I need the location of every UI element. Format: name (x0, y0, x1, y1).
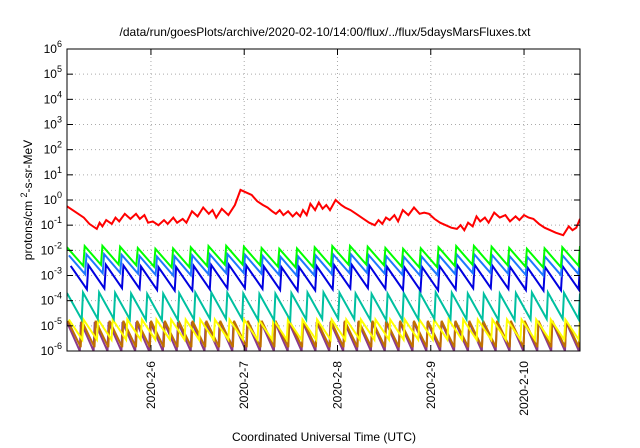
y-tick-exponent: 3 (57, 115, 62, 125)
y-tick-label: 10-3 (41, 266, 62, 283)
y-tick-base: 10 (44, 193, 58, 207)
y-tick-label: 103 (44, 115, 62, 132)
y-tick-base: 10 (41, 269, 55, 283)
y-tick-exponent: 2 (57, 140, 62, 150)
y-tick-exponent: 4 (57, 89, 62, 99)
y-tick-label: 100 (44, 190, 62, 207)
y-tick-exponent: 5 (57, 64, 62, 74)
y-tick-base: 10 (44, 168, 58, 182)
y-tick-label: 10-5 (41, 316, 62, 333)
y-tick-exponent: 0 (57, 190, 62, 200)
y-tick-exponent: -1 (54, 215, 62, 225)
y-tick-label: 10-6 (41, 341, 62, 358)
y-tick-base: 10 (41, 344, 55, 358)
x-tick-label: 2020-2-7 (237, 361, 251, 409)
x-tick-label: 2020-2-8 (330, 361, 344, 409)
y-tick-exponent: -5 (54, 316, 62, 326)
chart-title: /data/run/goesPlots/archive/2020-02-10/1… (120, 25, 532, 39)
y-tick-exponent: 1 (57, 165, 62, 175)
x-tick-label: 2020-2-9 (424, 361, 438, 409)
y-tick-exponent: -4 (54, 291, 62, 301)
series-line (68, 251, 580, 278)
y-tick-exponent: -6 (54, 341, 62, 351)
y-tick-base: 10 (44, 92, 58, 106)
y-tick-label: 105 (44, 64, 62, 81)
y-tick-exponent: 6 (57, 39, 62, 49)
y-tick-exponent: -2 (54, 240, 62, 250)
x-axis-ticks: 2020-2-6 2020-2-7 2020-2-8 2020-2-9 2020-2-1… (144, 49, 531, 416)
y-axis-ticks: 10-610-510-410-310-210-11001011021031041… (41, 39, 580, 358)
y-tick-label: 106 (44, 39, 62, 56)
y-tick-base: 10 (44, 118, 58, 132)
y-tick-base: 10 (41, 243, 55, 257)
y-tick-base: 10 (41, 294, 55, 308)
x-axis-label: Coordinated Universal Time (UTC) (232, 430, 416, 444)
series-line (69, 261, 580, 294)
y-axis-label-main: protons/cm (21, 201, 35, 260)
y-tick-base: 10 (41, 319, 55, 333)
y-tick-label: 10-1 (41, 215, 62, 232)
series-line (67, 288, 580, 324)
data-series (67, 188, 580, 351)
series-line (67, 243, 580, 270)
series-line (67, 188, 580, 237)
y-tick-base: 10 (41, 218, 55, 232)
series-line (68, 316, 580, 343)
x-tick-label: 2020-2-6 (144, 361, 158, 409)
y-axis-label-rest: -s-sr-MeV (21, 140, 35, 193)
y-tick-base: 10 (44, 67, 58, 81)
y-tick-base: 10 (44, 143, 58, 157)
y-tick-label: 101 (44, 165, 62, 182)
y-tick-base: 10 (44, 42, 58, 56)
y-tick-label: 102 (44, 140, 62, 157)
y-tick-label: 10-2 (41, 240, 62, 257)
y-tick-exponent: -3 (54, 266, 62, 276)
y-axis-label-sup: 2 (19, 192, 29, 197)
y-tick-label: 10-4 (41, 291, 62, 308)
y-axis-label: protons/cm 2-s-sr-MeV (19, 140, 35, 260)
y-tick-label: 104 (44, 89, 62, 106)
x-tick-label: 2020-2-10 (517, 361, 531, 416)
